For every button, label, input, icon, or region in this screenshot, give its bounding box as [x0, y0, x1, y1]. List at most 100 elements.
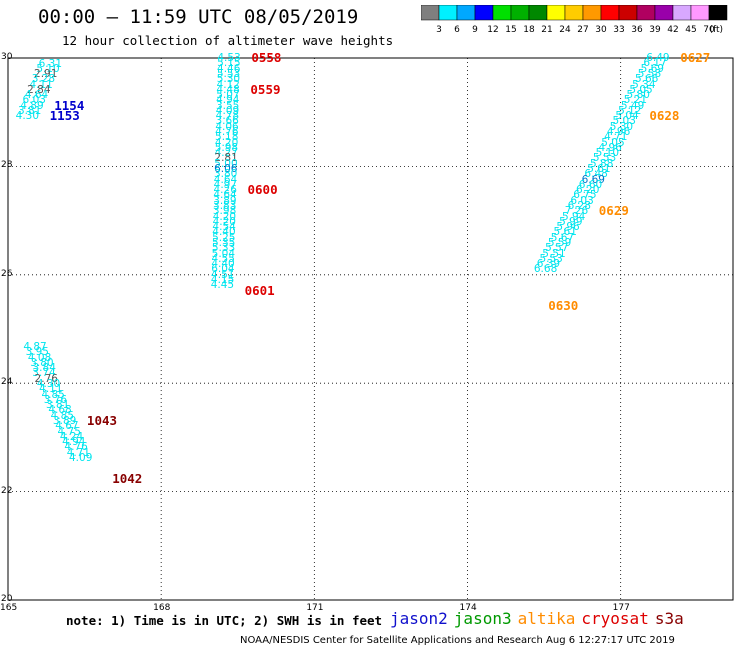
- swh-value: 3.89: [213, 194, 237, 207]
- swh-value: 5.10: [36, 62, 60, 75]
- pass-time-label: 1153: [49, 108, 80, 124]
- colorbar-swatch: [654, 5, 674, 21]
- legend-jason3: jason3: [453, 609, 512, 628]
- swh-value: 4.30: [15, 110, 40, 123]
- swh-value: 4.78: [215, 110, 240, 123]
- pass-time-label: 1042: [112, 471, 143, 487]
- colorbar-swatch: [618, 5, 638, 21]
- swh-value: 4.55: [211, 252, 235, 265]
- colorbar-swatch: [438, 5, 458, 21]
- swh-value: 4.24: [59, 430, 84, 443]
- swh-value: 6.49: [646, 52, 670, 65]
- swh-value: 2.84: [27, 83, 51, 96]
- swh-value: 5.34: [632, 78, 656, 91]
- colorbar-swatch: [600, 5, 620, 21]
- colorbar-label: 33: [613, 25, 624, 35]
- colorbar-label: 15: [505, 25, 516, 35]
- satellite-legend: jason2 jason3 altika cryosat s3a: [390, 609, 690, 628]
- swh-value: 5.59: [547, 237, 572, 250]
- swh-value: 3.80: [213, 168, 238, 181]
- colorbar-label: 24: [559, 25, 571, 35]
- legend-cryosat: cryosat: [581, 609, 649, 628]
- swh-value: 3.80: [30, 356, 54, 369]
- swh-value: 5.04: [615, 110, 639, 123]
- colorbar-label: 42: [667, 25, 678, 35]
- colorbar-unit: (ft): [709, 25, 723, 35]
- swh-value: 3.89: [52, 414, 77, 427]
- swh-value: 4.64: [213, 173, 238, 186]
- colorbar-swatch: [546, 5, 566, 21]
- pass-time-label: 0558: [251, 50, 282, 66]
- swh-value: 4.06: [215, 120, 239, 133]
- swh-value: 6.31: [38, 57, 63, 70]
- colorbar-swatch: [510, 5, 530, 21]
- swh-value: 4.09: [215, 104, 240, 117]
- page-title: 00:00 – 11:59 UTC 08/05/2019: [38, 6, 359, 28]
- swh-value: 5.96: [556, 221, 580, 234]
- lat-tick-label: 30: [1, 52, 13, 62]
- lon-tick-label: 168: [153, 603, 171, 613]
- swh-value: 4.68: [48, 404, 72, 417]
- lon-tick-label: 174: [459, 603, 477, 613]
- swh-value: 5.98: [214, 141, 239, 154]
- colorbar-label: 3: [436, 25, 442, 35]
- swh-value: 6.04: [211, 263, 235, 276]
- swh-value: 6.39: [536, 258, 561, 271]
- swh-value: 6.68: [533, 263, 558, 276]
- swh-value: 4.51: [211, 268, 235, 281]
- swh-value: 4.54: [212, 221, 236, 234]
- swh-value: 4.15: [210, 274, 235, 287]
- swh-value: 5.18: [215, 131, 239, 144]
- swh-value: 4.85: [41, 388, 65, 401]
- swh-value: 4.30: [36, 377, 61, 390]
- swh-value: 5.49: [620, 99, 645, 112]
- swh-value: 5.99: [559, 215, 583, 228]
- swh-value: 5.69: [640, 62, 664, 75]
- swh-value: 4.96: [606, 126, 631, 139]
- swh-value: 5.03: [612, 115, 636, 128]
- swh-value: 4.40: [211, 258, 235, 271]
- swh-value: 6.75: [573, 189, 597, 202]
- swh-value: 4.08: [27, 351, 52, 364]
- swh-value: 3.28: [31, 73, 56, 86]
- swh-value: 4.89: [20, 99, 44, 112]
- swh-value: 4.94: [62, 436, 86, 449]
- swh-value: 3.74: [32, 367, 56, 380]
- swh-value: 5.51: [542, 247, 566, 260]
- swh-value: 5.05: [629, 83, 653, 96]
- swh-value: 4.64: [213, 189, 237, 202]
- legend-altika: altika: [517, 609, 576, 628]
- swh-value: 5.66: [634, 73, 659, 86]
- lat-tick-label: 24: [1, 377, 13, 388]
- pass-time-label: 1154: [54, 97, 85, 113]
- lat-tick-label: 26: [1, 268, 13, 279]
- colorbar-label: 70: [703, 25, 715, 35]
- swh-value: 4.11: [39, 383, 63, 396]
- swh-value: 5.94: [561, 210, 586, 223]
- swh-value: 5.80: [626, 89, 650, 102]
- lon-tick-label: 177: [612, 603, 630, 613]
- colorbar-label: 36: [631, 25, 643, 35]
- swh-value: 6.60: [578, 178, 603, 191]
- swh-value: 3.76: [43, 393, 68, 406]
- swh-value: 4.20: [214, 136, 239, 149]
- lat-tick-label: 28: [1, 160, 13, 171]
- swh-value: 5.67: [550, 231, 575, 244]
- swh-value: 5.61: [587, 163, 611, 176]
- swh-value: 3.81: [46, 399, 70, 412]
- colorbar-swatch: [456, 5, 476, 21]
- colorbar-label: 21: [541, 25, 552, 35]
- swh-value: 4.75: [57, 425, 81, 438]
- swh-value: 5.30: [609, 120, 634, 133]
- swh-value: 5.10: [595, 147, 620, 160]
- pass-time-label: 0600: [247, 182, 278, 198]
- swh-value: 4.76: [64, 441, 88, 454]
- swh-value: 3.84: [32, 362, 56, 375]
- colorbar-swatch: [636, 5, 656, 21]
- swh-value: 4.67: [55, 420, 79, 433]
- swh-value: 5.35: [211, 237, 236, 250]
- swh-value: 3.98: [212, 205, 237, 218]
- pass-time-label: 0628: [649, 108, 680, 124]
- swh-value: 6.69: [581, 173, 605, 186]
- pass-time-label: 0601: [244, 282, 275, 298]
